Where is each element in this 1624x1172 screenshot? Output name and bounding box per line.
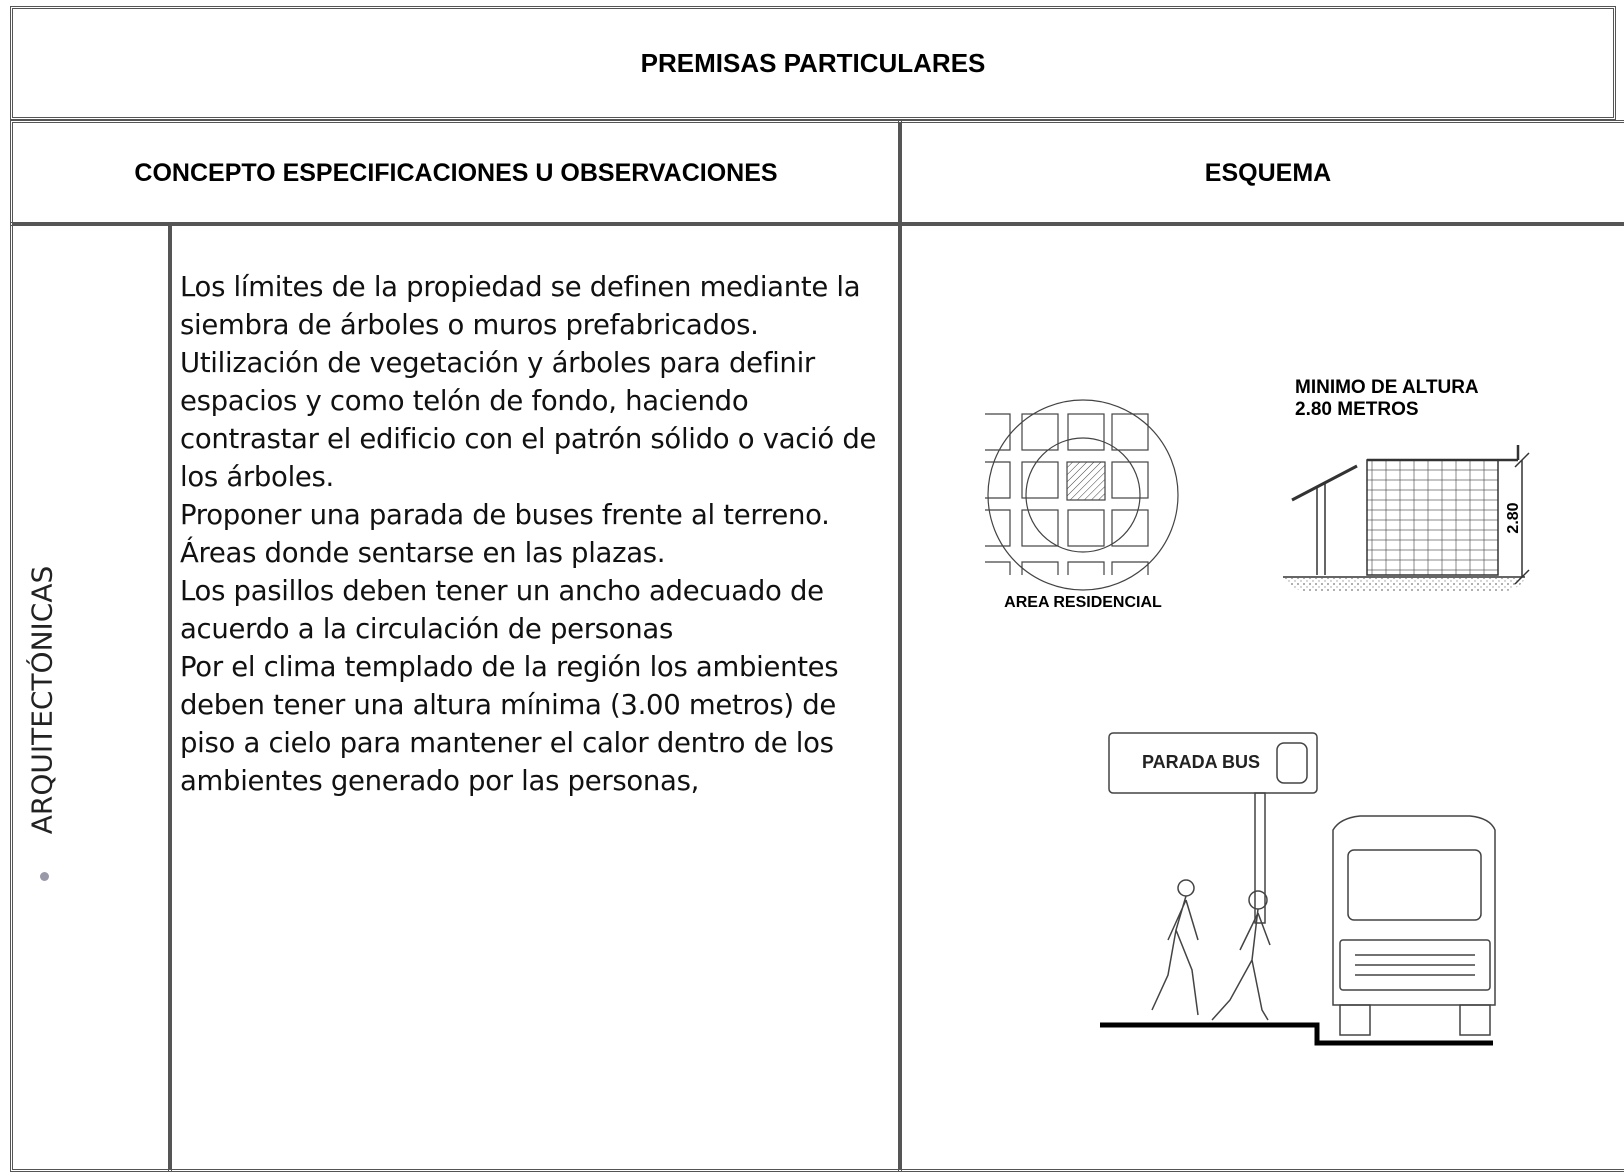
diagram-label: 2.80 METROS [1295, 399, 1419, 420]
title: PREMISAS PARTICULARES [640, 47, 986, 78]
item: Utilización de vegetación y árboles para… [180, 347, 877, 493]
column-header: ESQUEMA [1204, 158, 1332, 187]
item: Áreas donde sentarse en las plazas. [180, 537, 666, 569]
height-diagram [1283, 445, 1530, 592]
sign-label: PARADA BUS [1142, 752, 1260, 772]
title-cell: PREMISAS PARTICULARES [10, 6, 1616, 120]
item: Los pasillos deben tener un ancho adecua… [180, 575, 824, 645]
dimension-label: 2.80 [1505, 502, 1522, 533]
item: Proponer una parada de buses frente al t… [180, 499, 830, 531]
bus-diagram [1108, 732, 1496, 1036]
column-header: CONCEPTO ESPECIFICACIONES U OBSERVACIONE… [134, 158, 778, 187]
diagram-label: AREA RESIDENCIAL [1004, 594, 1162, 611]
ground-line [1100, 1022, 1493, 1046]
item: Por el clima templado de la región los a… [180, 651, 839, 797]
diagram-label: MINIMO DE ALTURA [1295, 377, 1479, 398]
item-list: Los límites de la propiedad se definen m… [180, 268, 892, 800]
item: Los límites de la propiedad se definen m… [180, 271, 861, 341]
area-diagram [985, 399, 1179, 591]
bullet [40, 872, 49, 881]
